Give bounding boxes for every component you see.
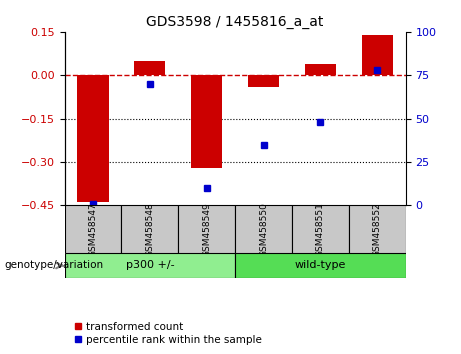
Bar <box>292 205 349 253</box>
Text: genotype/variation: genotype/variation <box>5 261 104 270</box>
Bar <box>65 205 121 253</box>
Bar <box>178 205 235 253</box>
Bar <box>121 205 178 253</box>
Bar <box>305 64 336 75</box>
Bar <box>248 75 279 87</box>
Bar <box>191 75 222 168</box>
Text: GSM458547: GSM458547 <box>89 202 97 257</box>
Text: GSM458551: GSM458551 <box>316 202 325 257</box>
Text: GSM458549: GSM458549 <box>202 202 211 257</box>
Legend: transformed count, percentile rank within the sample: transformed count, percentile rank withi… <box>70 317 266 349</box>
Bar <box>235 205 292 253</box>
Bar <box>65 253 235 278</box>
Text: wild-type: wild-type <box>295 261 346 270</box>
Title: GDS3598 / 1455816_a_at: GDS3598 / 1455816_a_at <box>147 16 324 29</box>
Bar <box>77 75 109 202</box>
Text: p300 +/-: p300 +/- <box>125 261 174 270</box>
Bar <box>134 61 165 75</box>
Text: GSM458552: GSM458552 <box>373 202 382 257</box>
Bar <box>361 35 393 75</box>
Bar <box>349 205 406 253</box>
Text: GSM458550: GSM458550 <box>259 202 268 257</box>
Bar <box>235 253 406 278</box>
Text: GSM458548: GSM458548 <box>145 202 154 257</box>
